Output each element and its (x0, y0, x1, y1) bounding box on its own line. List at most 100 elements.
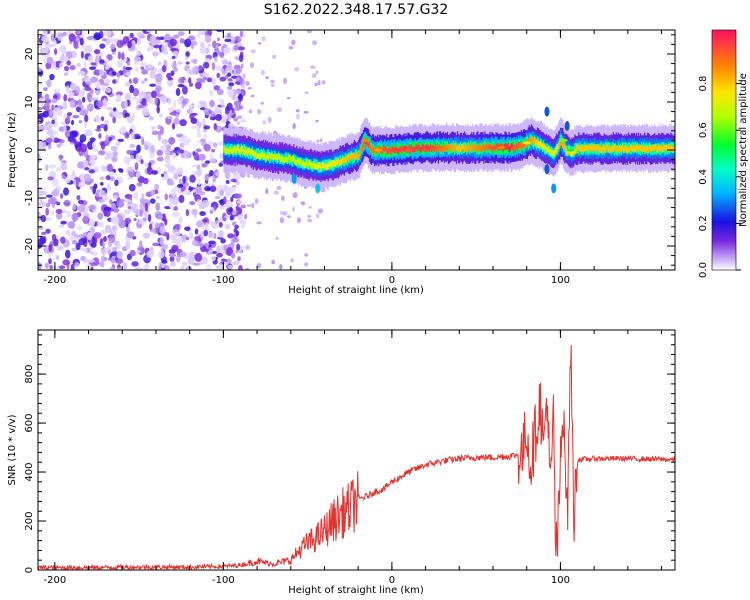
noise-speckle (174, 223, 181, 230)
ridge-cell (423, 145, 425, 152)
ridge-cell (350, 152, 353, 159)
noise-speckle (146, 47, 151, 52)
noise-speckle (77, 225, 83, 231)
ridge-cell (315, 163, 317, 170)
noise-speckle (296, 217, 301, 224)
noise-speckle (99, 123, 105, 129)
ridge-cell (510, 143, 512, 150)
ridge-cell (236, 145, 238, 152)
ridge-cell (593, 144, 595, 150)
noise-speckle (158, 250, 165, 259)
noise-speckle (131, 112, 135, 122)
noise-speckle (235, 68, 241, 75)
noise-speckle (69, 65, 76, 71)
ridge-cell (335, 159, 337, 166)
noise-speckle (38, 262, 42, 270)
noise-speckle (295, 109, 300, 113)
noise-speckle (117, 60, 123, 68)
ridge-cell (330, 162, 332, 168)
noise-speckle (168, 253, 177, 258)
noise-speckle (108, 171, 115, 176)
noise-speckle (115, 141, 121, 147)
noise-speckle (46, 79, 52, 88)
noise-speckle (63, 65, 70, 72)
x-tick-label: 0 (389, 275, 395, 286)
noise-speckle (230, 252, 236, 259)
ridge-cell (605, 143, 607, 150)
noise-speckle (105, 175, 111, 181)
noise-speckle (78, 119, 83, 124)
ridge-cell (370, 147, 373, 154)
noise-speckle (159, 95, 168, 102)
ridge-cell (529, 136, 532, 143)
ridge-cell (346, 154, 349, 160)
noise-speckle (71, 230, 76, 237)
noise-speckle (78, 238, 86, 246)
noise-speckle (307, 215, 312, 218)
ridge-hotspot (360, 138, 369, 142)
ridge-cell (600, 147, 602, 154)
noise-speckle (43, 30, 48, 37)
noise-speckle (196, 133, 202, 138)
ridge-cell (554, 149, 556, 156)
noise-speckle (84, 114, 89, 123)
noise-speckle (66, 211, 72, 217)
noise-speckle (200, 183, 207, 187)
noise-speckle (62, 259, 71, 266)
noise-speckle (65, 229, 71, 236)
ridge-excursion (551, 183, 557, 194)
noise-speckle (234, 209, 237, 216)
noise-speckle (215, 171, 220, 177)
ridge-cell (227, 148, 229, 155)
noise-speckle (64, 249, 71, 259)
noise-speckle (93, 148, 99, 153)
noise-speckle (105, 87, 112, 93)
noise-speckle (230, 196, 234, 203)
ridge-cell (297, 157, 299, 164)
noise-speckle (209, 221, 216, 226)
ridge-cell (229, 145, 231, 152)
ridge-cell (383, 146, 385, 157)
ridge-cell (673, 146, 675, 153)
noise-speckle (172, 201, 177, 206)
ridge-cell (346, 155, 349, 166)
noise-speckle (38, 186, 46, 191)
ridge-cell (662, 146, 664, 153)
noise-speckle (103, 236, 107, 243)
noise-speckle (49, 73, 55, 81)
noise-speckle (169, 261, 176, 267)
noise-speckle (179, 119, 187, 127)
noise-speckle (142, 264, 148, 270)
ridge-cell (398, 148, 400, 154)
noise-speckle (75, 106, 81, 113)
noise-speckle (80, 87, 85, 97)
ridge-cell (477, 145, 479, 151)
ridge-cell (546, 147, 549, 153)
ridge-cell (576, 144, 578, 151)
noise-speckle (209, 99, 215, 108)
ridge-cell (458, 143, 461, 150)
noise-speckle (171, 244, 179, 252)
noise-speckle (156, 149, 163, 156)
ridge-cell (638, 145, 641, 152)
ridge-cell (372, 147, 374, 154)
noise-speckle (134, 162, 139, 171)
noise-speckle (212, 40, 217, 49)
ridge-cell (629, 143, 632, 150)
noise-speckle (226, 61, 232, 65)
noise-speckle (206, 264, 211, 270)
ridge-cell (419, 146, 421, 153)
noise-speckle (77, 98, 82, 108)
noise-speckle (175, 88, 181, 97)
ridge-cell (559, 140, 561, 147)
ridge-hotspot (559, 138, 568, 142)
ridge-excursion (544, 164, 550, 175)
noise-speckle (103, 206, 112, 212)
ridge-cell (314, 163, 316, 170)
noise-speckle (192, 188, 196, 193)
noise-speckle (250, 49, 256, 54)
noise-speckle (185, 61, 190, 65)
ridge-cell (449, 144, 452, 151)
noise-speckle (144, 144, 149, 151)
noise-speckle (203, 133, 207, 141)
